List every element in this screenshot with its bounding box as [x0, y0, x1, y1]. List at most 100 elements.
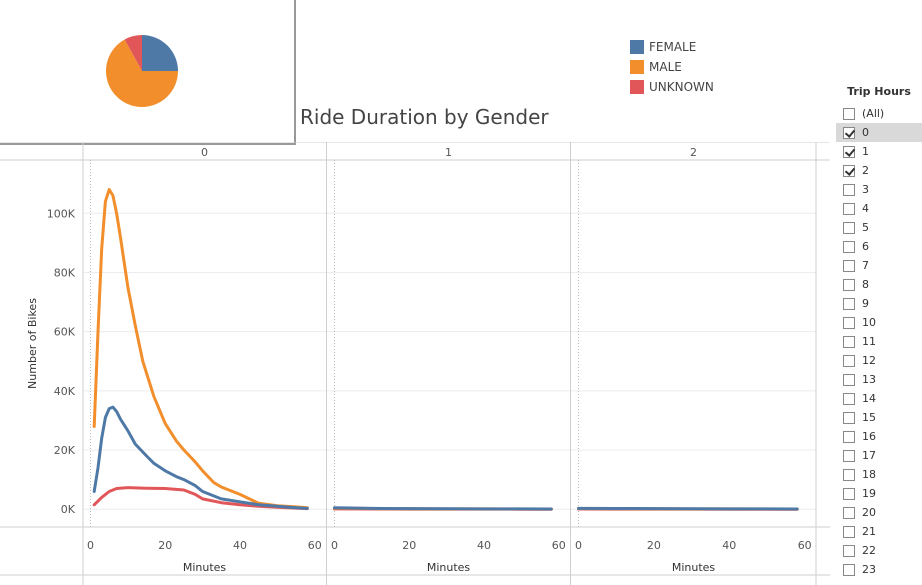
gender-pie-chart[interactable] [0, 0, 294, 143]
filter-checkbox[interactable] [843, 145, 855, 158]
filter-item-label: 4 [862, 202, 869, 215]
legend-item-unknown[interactable]: UNKNOWN [630, 77, 714, 97]
filter-checkbox[interactable] [843, 525, 855, 538]
filter-item-2[interactable]: 2 [836, 161, 922, 180]
filter-item-6[interactable]: 6 [836, 237, 922, 256]
filter-checkbox[interactable] [843, 297, 855, 310]
filter-item-23[interactable]: 23 [836, 560, 922, 579]
filter-checkbox[interactable] [843, 449, 855, 462]
filter-checkbox[interactable] [843, 544, 855, 557]
y-tick-label: 60K [54, 326, 76, 339]
filter-item-label: 15 [862, 411, 876, 424]
x-axis-label: Minutes [183, 561, 227, 574]
filter-item-11[interactable]: 11 [836, 332, 922, 351]
y-tick-label: 80K [54, 266, 76, 279]
series-line-female-panel-2[interactable] [577, 506, 799, 511]
filter-item-0[interactable]: 0 [836, 123, 922, 142]
filter-item-18[interactable]: 18 [836, 465, 922, 484]
x-axis-label: Minutes [672, 561, 716, 574]
filter-checkbox[interactable] [843, 221, 855, 234]
legend-label-unknown: UNKNOWN [649, 80, 714, 94]
filter-item-label: 23 [862, 563, 876, 576]
filter-item-7[interactable]: 7 [836, 256, 922, 275]
filter-item-12[interactable]: 12 [836, 351, 922, 370]
legend-item-male[interactable]: MALE [630, 57, 714, 77]
filter-item-17[interactable]: 17 [836, 446, 922, 465]
filter-item-15[interactable]: 15 [836, 408, 922, 427]
filter-list: (All) 0 1 2 3 4 5 6 7 8 9 10 11 12 13 14 15 16 17 18 19 20 21 2… [836, 104, 922, 579]
filter-checkbox[interactable] [843, 202, 855, 215]
filter-item-1[interactable]: 1 [836, 142, 922, 161]
filter-checkbox[interactable] [843, 183, 855, 196]
panel-header-1: 1 [445, 146, 452, 159]
filter-item-14[interactable]: 14 [836, 389, 922, 408]
filter-item-9[interactable]: 9 [836, 294, 922, 313]
filter-item-label: 13 [862, 373, 876, 386]
filter-item-4[interactable]: 4 [836, 199, 922, 218]
filter-checkbox[interactable] [843, 430, 855, 443]
filter-item-20[interactable]: 20 [836, 503, 922, 522]
filter-item-21[interactable]: 21 [836, 522, 922, 541]
filter-checkbox[interactable] [843, 563, 855, 576]
filter-item-13[interactable]: 13 [836, 370, 922, 389]
filter-checkbox[interactable] [843, 411, 855, 424]
pie-slice-male[interactable] [106, 39, 178, 107]
filter-item-all[interactable]: (All) [836, 104, 922, 123]
filter-checkbox[interactable] [843, 335, 855, 348]
panel-header-2: 2 [690, 146, 697, 159]
filter-item-label: 21 [862, 525, 876, 538]
x-tick-label: 0 [87, 539, 94, 552]
filter-item-label: 22 [862, 544, 876, 557]
x-tick-label: 40 [233, 539, 247, 552]
series-line-female-panel-1[interactable] [333, 506, 553, 511]
legend-item-female[interactable]: FEMALE [630, 37, 714, 57]
trip-hours-filter: Trip Hours (All) 0 1 2 3 4 5 6 7 8 9 10 11 12 13 14 15 16… [836, 83, 922, 579]
x-tick-label: 60 [798, 539, 812, 552]
filter-item-label: 0 [862, 126, 869, 139]
filter-checkbox[interactable] [843, 259, 855, 272]
filter-item-22[interactable]: 22 [836, 541, 922, 560]
y-tick-label: 20K [54, 444, 76, 457]
filter-item-label: 6 [862, 240, 869, 253]
series-line-male-panel-0[interactable] [92, 188, 309, 510]
filter-checkbox[interactable] [843, 278, 855, 291]
filter-item-10[interactable]: 10 [836, 313, 922, 332]
x-tick-label: 0 [575, 539, 582, 552]
filter-checkbox[interactable] [843, 126, 855, 139]
filter-item-label: 1 [862, 145, 869, 158]
filter-item-label: 8 [862, 278, 869, 291]
filter-checkbox[interactable] [843, 392, 855, 405]
filter-checkbox[interactable] [843, 316, 855, 329]
pie-slice-unknown[interactable] [124, 35, 142, 71]
series-line-female-panel-0[interactable] [92, 405, 309, 510]
pie-slice-female[interactable] [142, 35, 178, 71]
filter-checkbox[interactable] [843, 506, 855, 519]
filter-item-label: 11 [862, 335, 876, 348]
filter-item-label: 12 [862, 354, 876, 367]
filter-checkbox[interactable] [843, 164, 855, 177]
legend: FEMALE MALE UNKNOWN [630, 37, 714, 97]
x-tick-label: 40 [477, 539, 491, 552]
filter-checkbox[interactable] [843, 354, 855, 367]
x-axis-label: Minutes [427, 561, 471, 574]
filter-checkbox[interactable] [843, 107, 855, 120]
filter-item-3[interactable]: 3 [836, 180, 922, 199]
filter-item-8[interactable]: 8 [836, 275, 922, 294]
filter-checkbox[interactable] [843, 487, 855, 500]
filter-item-label: 14 [862, 392, 876, 405]
filter-checkbox[interactable] [843, 373, 855, 386]
filter-item-label: 10 [862, 316, 876, 329]
x-tick-label: 60 [308, 539, 322, 552]
x-tick-label: 0 [331, 539, 338, 552]
legend-label-female: FEMALE [649, 40, 697, 54]
filter-item-label: 16 [862, 430, 876, 443]
x-tick-label: 20 [647, 539, 661, 552]
filter-checkbox[interactable] [843, 468, 855, 481]
filter-item-16[interactable]: 16 [836, 427, 922, 446]
filter-checkbox[interactable] [843, 240, 855, 253]
filter-item-label: 7 [862, 259, 869, 272]
filter-item-19[interactable]: 19 [836, 484, 922, 503]
filter-item-label: 20 [862, 506, 876, 519]
filter-item-5[interactable]: 5 [836, 218, 922, 237]
